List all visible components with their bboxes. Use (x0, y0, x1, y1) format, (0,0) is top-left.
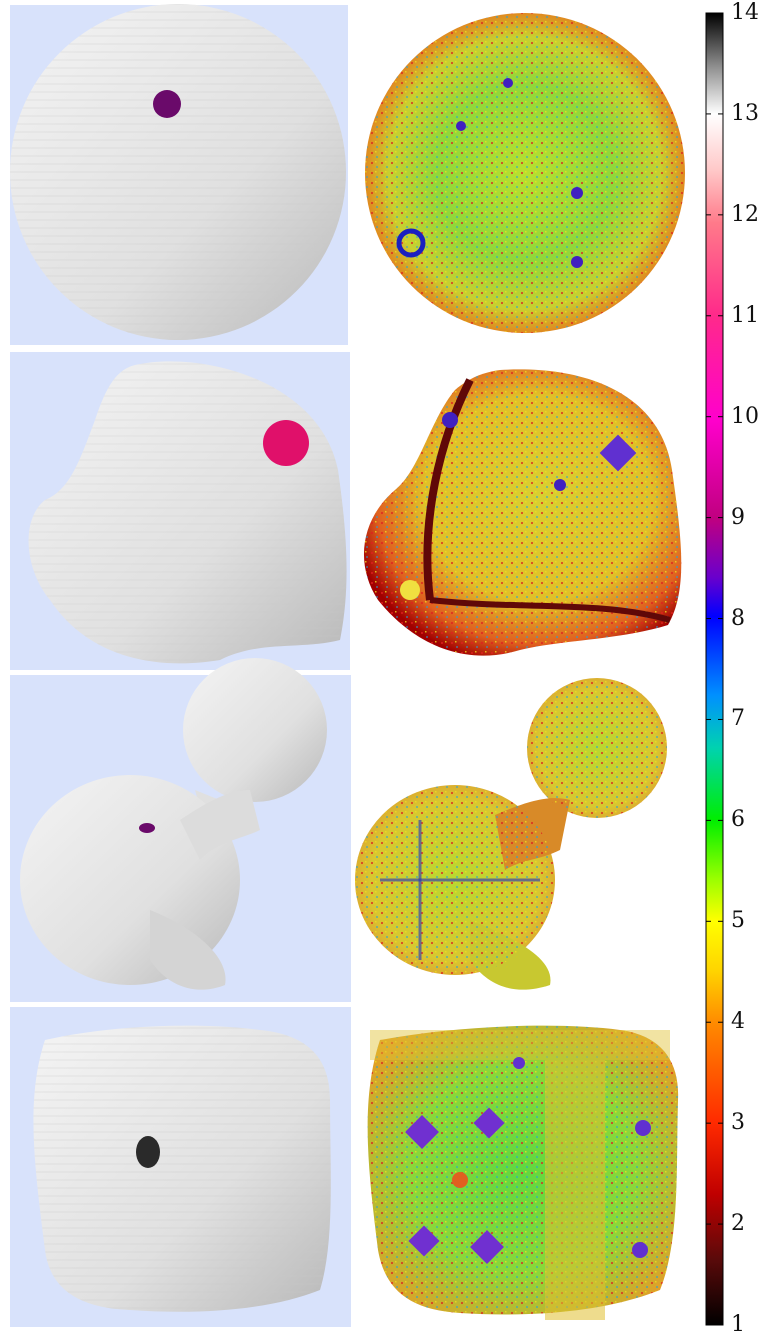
colorbar-tick-label: 1 (731, 1312, 745, 1337)
row4-spot (136, 1136, 160, 1168)
colorbar-tick-label: 9 (731, 504, 745, 530)
colorbar-tick-label: 13 (731, 100, 759, 126)
colorbar-tick-label: 8 (731, 605, 745, 631)
colorbar-tick-label: 14 (731, 0, 759, 25)
row3-heatmap-dumbbell (355, 678, 667, 990)
row3-spot (139, 823, 155, 833)
row3-gray-dumbbell (20, 658, 327, 990)
colorbar-ticks (706, 12, 723, 1326)
colorbar-tick-label: 2 (731, 1211, 745, 1237)
colorbar-tick-label: 5 (731, 908, 745, 934)
colorbar-tick-label: 10 (731, 403, 759, 429)
colorbar (705, 12, 724, 1326)
row4-heatmap-cube (367, 1025, 679, 1320)
row2-spot (263, 420, 309, 466)
row2-heatmap-blob (363, 369, 682, 656)
row1-heatmap-sphere (365, 13, 685, 333)
colorbar-tick-label: 4 (731, 1009, 745, 1035)
row1-gray-sphere (10, 4, 346, 340)
colorbar-tick-label: 7 (731, 706, 745, 732)
colorbar-tick-label: 12 (731, 201, 759, 227)
colorbar-tick-label: 11 (731, 302, 759, 328)
row4-gray-cube (33, 1025, 331, 1312)
row1-spot (153, 90, 181, 118)
colorbar-tick-label: 3 (731, 1110, 745, 1136)
colorbar-tick-label: 6 (731, 807, 745, 833)
row2-gray-blob (28, 361, 347, 664)
